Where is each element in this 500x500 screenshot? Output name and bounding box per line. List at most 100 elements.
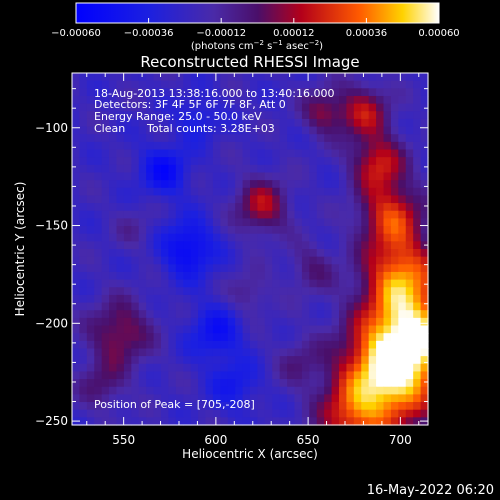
heatmap-cell [353, 203, 362, 212]
heatmap-cell [324, 187, 333, 197]
heatmap-cell [390, 126, 399, 135]
heatmap-cell [383, 195, 392, 204]
heatmap-cell [183, 126, 192, 135]
heatmap-cell [109, 172, 118, 181]
heatmap-cell [413, 226, 422, 235]
heatmap-cell [383, 333, 392, 342]
heatmap-cell [94, 210, 103, 219]
heatmap-cell [316, 379, 325, 388]
heatmap-cell [264, 264, 273, 273]
heatmap-cell [376, 73, 385, 82]
heatmap-cell [264, 417, 273, 426]
heatmap-cell [257, 134, 266, 143]
heatmap-cell [405, 249, 414, 258]
heatmap-cell [279, 172, 288, 181]
heatmap-cell [309, 187, 318, 197]
heatmap-cell [405, 103, 414, 112]
heatmap-cell [339, 88, 348, 97]
heatmap-cell [220, 95, 229, 105]
heatmap-cell [175, 249, 184, 258]
heatmap-cell [383, 287, 392, 296]
heatmap-cell [361, 80, 370, 89]
heatmap-cell [250, 164, 259, 174]
heatmap-cell [272, 256, 281, 265]
heatmap-cell [79, 417, 88, 426]
heatmap-cell [361, 195, 370, 204]
heatmap-cell [242, 279, 251, 288]
heatmap-cell [198, 402, 207, 411]
heatmap-cell [405, 409, 414, 418]
heatmap-cell [383, 302, 392, 311]
heatmap-cell [376, 126, 385, 135]
heatmap-cell [138, 103, 147, 112]
heatmap-cell [346, 226, 355, 235]
heatmap-cell [398, 210, 407, 219]
heatmap-cell [420, 164, 429, 174]
heatmap-cell [227, 409, 236, 418]
heatmap-cell [420, 73, 429, 82]
heatmap-cell [101, 379, 110, 388]
heatmap-cell [368, 141, 377, 151]
heatmap-cell [94, 294, 103, 304]
heatmap-cell [405, 325, 414, 334]
heatmap-cell [301, 203, 310, 212]
heatmap-cell [116, 111, 125, 120]
heatmap-cell [175, 134, 184, 143]
heatmap-cell [116, 386, 125, 395]
heatmap-cell [86, 348, 95, 357]
heatmap-cell [109, 187, 118, 197]
heatmap-cell [405, 241, 414, 250]
heatmap-cell [346, 95, 355, 105]
heatmap-cell [235, 356, 244, 365]
heatmap-cell [331, 126, 340, 135]
heatmap-cell [94, 363, 103, 373]
heatmap-cell [316, 103, 325, 112]
heatmap-cell [316, 126, 325, 135]
heatmap-cell [420, 340, 429, 350]
heatmap-cell [205, 118, 214, 128]
heatmap-cell [94, 310, 103, 319]
heatmap-cell [309, 340, 318, 350]
heatmap-cell [383, 340, 392, 350]
heatmap-cell [227, 417, 236, 426]
heatmap-cell [94, 317, 103, 327]
heatmap-cell [257, 187, 266, 197]
heatmap-cell [279, 333, 288, 342]
heatmap-cell [287, 241, 296, 250]
heatmap-cell [353, 111, 362, 120]
heatmap-cell [212, 371, 221, 380]
heatmap-cell [264, 187, 273, 197]
heatmap-cell [390, 95, 399, 105]
heatmap-cell [161, 111, 170, 120]
heatmap-cell [161, 149, 170, 158]
heatmap-cell [368, 402, 377, 411]
heatmap-cell [398, 203, 407, 212]
heatmap-cell [346, 287, 355, 296]
heatmap-cell [383, 417, 392, 426]
heatmap-cell [324, 195, 333, 204]
heatmap-cell [183, 340, 192, 350]
heatmap-cell [138, 210, 147, 219]
heatmap-cell [294, 218, 303, 227]
heatmap-cell [250, 371, 259, 380]
heatmap-cell [72, 149, 81, 158]
heatmap-cell [94, 386, 103, 395]
heatmap-cell [405, 111, 414, 120]
heatmap-cell [257, 73, 266, 82]
heatmap-cell [309, 249, 318, 258]
heatmap-cell [383, 218, 392, 227]
heatmap-cell [264, 73, 273, 82]
heatmap-cell [153, 126, 162, 135]
heatmap-cell [346, 203, 355, 212]
heatmap-cell [339, 417, 348, 426]
heatmap-cell [101, 157, 110, 166]
heatmap-cell [405, 210, 414, 219]
heatmap-cell [190, 233, 199, 242]
heatmap-cell [376, 95, 385, 105]
heatmap-cell [168, 294, 177, 304]
heatmap-cell [220, 88, 229, 97]
heatmap-cell [72, 256, 81, 265]
heatmap-cell [168, 371, 177, 380]
heatmap-cell [198, 226, 207, 235]
heatmap-cell [316, 333, 325, 342]
